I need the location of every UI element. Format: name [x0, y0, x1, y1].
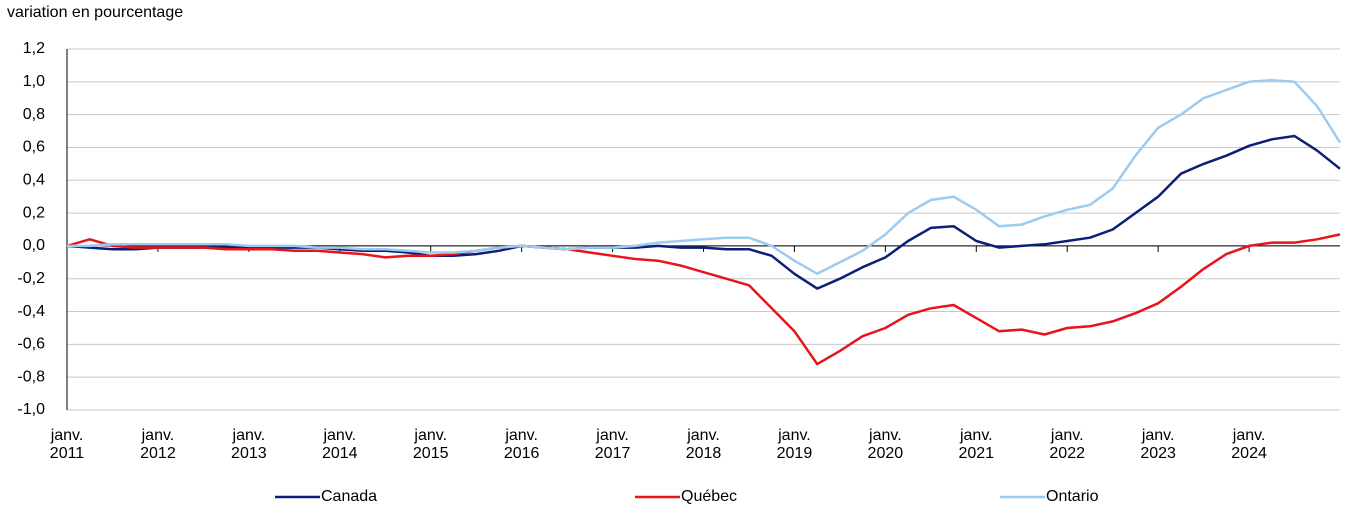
x-tick-label-line: 2024	[1231, 445, 1267, 462]
legend-label: Québec	[681, 488, 737, 505]
x-tick-label-line: janv.	[868, 427, 902, 444]
x-tick-label-line: janv.	[232, 427, 266, 444]
x-tick-label-line: 2011	[50, 445, 85, 462]
x-tick-label-line: janv.	[141, 427, 175, 444]
x-tick-label-line: 2014	[322, 445, 358, 462]
x-tick-label: janv. 2015	[413, 427, 449, 462]
y-tick-label: 0,0	[23, 237, 45, 254]
x-tick-label-line: janv.	[686, 427, 720, 444]
y-tick-label: 1,2	[23, 40, 45, 57]
x-tick-label: janv. 2021	[958, 427, 994, 462]
x-tick-label: janv. 2013	[231, 427, 267, 462]
x-tick-label: janv. 2022	[1049, 427, 1085, 462]
x-tick-label-line: 2018	[686, 445, 722, 462]
x-tick-label-line: 2016	[504, 445, 540, 462]
x-tick-label-line: janv.	[1050, 427, 1084, 444]
x-tick-label-line: janv.	[1141, 427, 1175, 444]
x-tick-label: janv. 2020	[868, 427, 904, 462]
x-tick-label-line: janv.	[322, 427, 356, 444]
series-line	[67, 78, 1342, 276]
x-tick-label-line: 2020	[868, 445, 904, 462]
y-tick-label: 0,8	[23, 106, 45, 123]
x-tick-label-line: 2017	[595, 445, 631, 462]
series-line	[66, 233, 1341, 366]
x-tick-label-line: janv.	[50, 427, 84, 444]
x-tick-label-line: 2015	[413, 445, 449, 462]
series-line	[66, 134, 1341, 290]
x-tick-label: janv. 2019	[777, 427, 813, 462]
y-tick-label: -0,4	[17, 303, 45, 320]
x-tick-label-line: 2013	[231, 445, 267, 462]
x-tick-label: janv. 2023	[1140, 427, 1176, 462]
y-tick-label: 0,4	[23, 171, 45, 188]
y-tick-label: 0,2	[23, 204, 45, 221]
x-tick-label: janv. 2017	[595, 427, 631, 462]
x-tick-label-line: janv.	[777, 427, 811, 444]
x-tick-label-line: 2012	[140, 445, 176, 462]
y-tick-label: -0,2	[17, 270, 45, 287]
x-tick-label-line: 2023	[1140, 445, 1176, 462]
x-tick-label: janv. 2024	[1231, 427, 1267, 462]
x-tick-label: janv. 2016	[504, 427, 540, 462]
x-tick-label-line: 2022	[1049, 445, 1085, 462]
y-tick-label: -0,8	[17, 368, 45, 385]
legend-label: Ontario	[1046, 488, 1099, 505]
y-tick-label: -0,6	[17, 336, 45, 353]
x-tick-label-line: janv.	[595, 427, 629, 444]
legend-label: Canada	[321, 488, 377, 505]
y-tick-label: -1,0	[17, 401, 45, 418]
x-tick-label-line: janv.	[504, 427, 538, 444]
x-tick-label: janv. 2012	[140, 427, 176, 462]
y-tick-label: 1,0	[23, 73, 45, 90]
x-tick-label: janv. 2018	[686, 427, 722, 462]
x-tick-label-line: 2019	[777, 445, 813, 462]
x-tick-label-line: janv.	[959, 427, 993, 444]
x-tick-label-line: janv.	[1232, 427, 1266, 444]
y-tick-label: 0,6	[23, 139, 45, 156]
x-tick-label-line: janv.	[413, 427, 447, 444]
y-axis-label: variation en pourcentage	[7, 4, 183, 21]
x-tick-label-line: 2021	[958, 445, 994, 462]
x-tick-label: janv. 2014	[322, 427, 358, 462]
x-tick-label: janv. 2011	[50, 427, 85, 462]
